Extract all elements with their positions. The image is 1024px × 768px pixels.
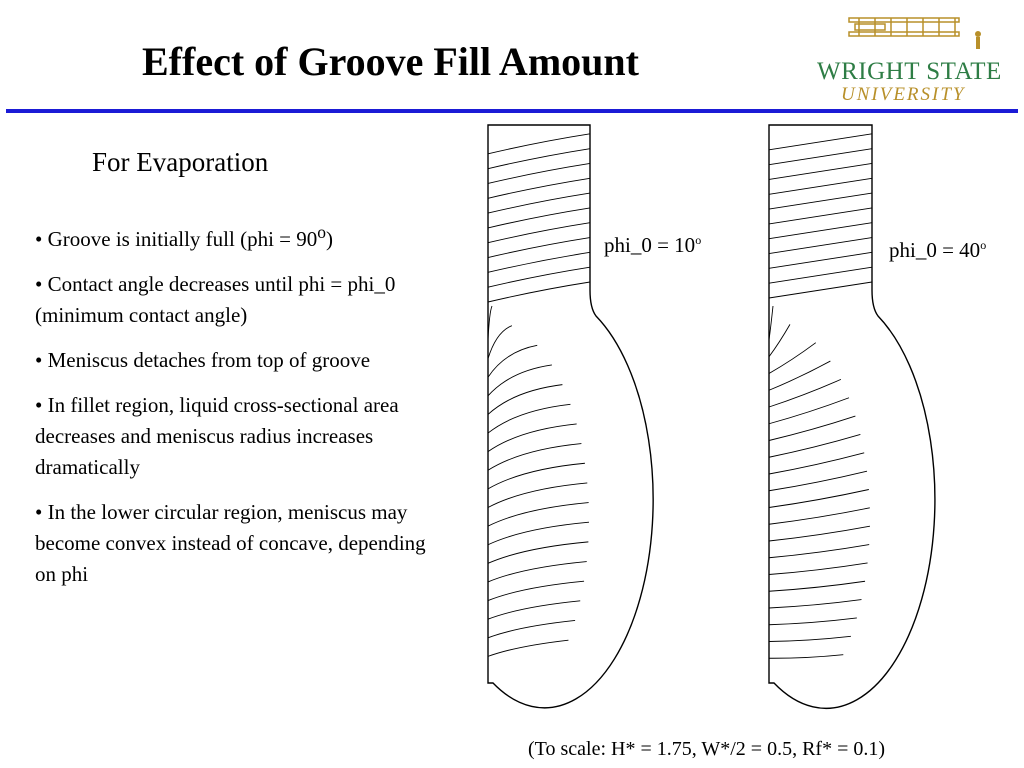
groove-diagram-phi10 — [487, 124, 654, 709]
bullet-item: • In the lower circular region, meniscus… — [35, 500, 426, 586]
meniscus-line — [768, 507, 870, 525]
bullet-list: • Groove is initially full (phi = 90o) •… — [35, 217, 450, 604]
slide-subtitle: For Evaporation — [92, 147, 269, 177]
meniscus-line — [768, 305, 774, 341]
meniscus-line — [487, 207, 591, 229]
meniscus-line — [768, 397, 850, 425]
bullet-item: • Contact angle decreases until phi = ph… — [35, 272, 396, 327]
scale-caption: (To scale: H* = 1.75, W*/2 = 0.5, Rf* = … — [528, 738, 886, 760]
meniscus-line — [487, 462, 585, 490]
meniscus-line — [487, 344, 538, 378]
meniscus-line — [768, 177, 873, 195]
meniscus-line — [487, 266, 591, 288]
meniscus-line — [768, 562, 868, 575]
bullet-text: • Groove is initially full (phi = 90 — [35, 227, 318, 251]
meniscus-line — [487, 443, 582, 471]
meniscus-line — [768, 192, 873, 210]
bullet-text-tail: ) — [326, 227, 333, 251]
meniscus-line — [487, 600, 581, 620]
meniscus-line — [487, 192, 591, 214]
groove-outline — [768, 124, 936, 710]
meniscus-line — [768, 342, 817, 374]
groove-outline — [487, 124, 654, 709]
meniscus-line — [487, 251, 591, 273]
meniscus-line — [768, 266, 873, 284]
meniscus-line — [487, 482, 588, 508]
meniscus-line — [487, 177, 591, 199]
meniscus-line — [487, 561, 587, 583]
meniscus-line — [768, 281, 873, 299]
meniscus-line — [487, 133, 591, 155]
meniscus-line — [487, 423, 577, 453]
meniscus-line — [487, 222, 591, 244]
university-logo: WRIGHT STATE UNIVERSITY — [815, 10, 1010, 105]
meniscus-line — [768, 148, 873, 166]
meniscus-line — [768, 133, 873, 151]
bullet-item: • In fillet region, liquid cross-section… — [35, 393, 399, 479]
meniscus-line — [768, 452, 865, 475]
meniscus-line — [768, 324, 791, 358]
meniscus-line — [768, 654, 844, 659]
meniscus-line — [768, 360, 831, 391]
meniscus-line — [487, 281, 591, 303]
meniscus-line — [487, 364, 552, 397]
meniscus-line — [487, 620, 576, 639]
groove-diagram-phi40 — [768, 124, 936, 710]
slide-title: Effect of Groove Fill Amount — [142, 39, 639, 84]
logo-text-wright-state: WRIGHT STATE — [817, 58, 1002, 85]
meniscus-line — [487, 541, 589, 564]
meniscus-line — [487, 580, 585, 601]
meniscus-line — [768, 544, 870, 559]
meniscus-line — [487, 521, 590, 546]
meniscus-line — [768, 635, 851, 642]
meniscus-line — [768, 489, 869, 508]
meniscus-line — [487, 384, 563, 415]
meniscus-line — [768, 617, 857, 626]
meniscus-line — [487, 163, 591, 184]
meniscus-line — [487, 148, 591, 170]
meniscus-line — [768, 237, 873, 254]
title-divider — [6, 109, 1018, 113]
degree-superscript: o — [317, 222, 326, 242]
meniscus-line — [768, 222, 873, 240]
meniscus-line — [768, 525, 871, 542]
meniscus-line — [768, 163, 873, 180]
meniscus-line — [487, 403, 571, 434]
meniscus-line — [768, 378, 842, 408]
meniscus-line — [487, 502, 589, 527]
meniscus-line — [487, 237, 591, 258]
diagram-label-phi40: phi_0 = 40o — [889, 238, 987, 262]
meniscus-line — [768, 207, 873, 225]
bullet-item: • Meniscus detaches from top of groove — [35, 348, 371, 372]
meniscus-line — [487, 305, 493, 341]
meniscus-line — [487, 639, 569, 657]
meniscus-line — [768, 599, 862, 609]
meniscus-line — [768, 434, 861, 458]
logo-text-university: UNIVERSITY — [841, 84, 966, 105]
meniscus-line — [768, 470, 868, 492]
bullet-item: • Groove is initially full (phi = 90o) — [35, 217, 450, 255]
meniscus-line — [768, 415, 856, 441]
diagram-label-phi10: phi_0 = 10o — [604, 233, 702, 257]
wright-flyer-logo-icon — [848, 17, 981, 49]
meniscus-line — [768, 251, 873, 269]
meniscus-line — [487, 325, 513, 359]
meniscus-line — [768, 580, 866, 592]
